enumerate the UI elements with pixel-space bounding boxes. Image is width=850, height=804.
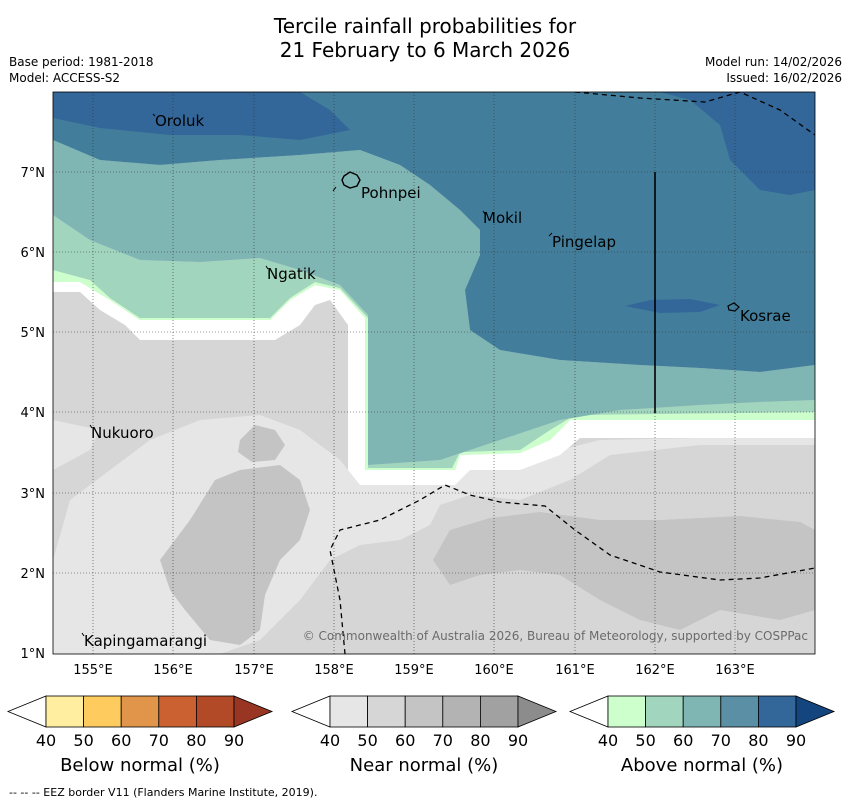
place-label-nukuoro: Nukuoro bbox=[91, 424, 154, 442]
above-normal-50-region bbox=[53, 215, 815, 468]
near-normal-60-region-3 bbox=[238, 425, 285, 462]
issued-date: Issued: 16/02/2026 bbox=[726, 71, 842, 85]
near-normal-colorbar-segment bbox=[479, 695, 519, 728]
near-normal-colorbar-segment bbox=[329, 695, 368, 728]
near-normal-colorbar-segment bbox=[404, 695, 444, 728]
above-normal-60-region bbox=[53, 140, 815, 465]
lon-label-159: 159°E bbox=[394, 663, 434, 678]
lon-label-160: 160°E bbox=[474, 663, 514, 678]
eez-border bbox=[329, 92, 815, 654]
above-normal-colorbar-segment bbox=[720, 695, 759, 728]
near-normal-colorbar-tick-label: 70 bbox=[433, 731, 453, 750]
below-normal-colorbar-segment bbox=[158, 695, 197, 728]
near-normal-40-region-2 bbox=[53, 420, 100, 470]
place-label-pingelap: Pingelap bbox=[552, 233, 616, 251]
above-normal-70-region bbox=[53, 92, 815, 372]
below-normal-colorbar-tick-label: 60 bbox=[111, 731, 131, 750]
below-normal-colorbar-tick-label: 40 bbox=[36, 731, 56, 750]
below-normal-colorbar-tick-label: 50 bbox=[73, 731, 93, 750]
below-normal-colorbar-min-arrow bbox=[6, 695, 47, 728]
above-normal-colorbar-segment bbox=[607, 695, 646, 728]
model-name: Model: ACCESS-S2 bbox=[9, 71, 121, 85]
near-normal-colorbar-tick-label: 60 bbox=[395, 731, 415, 750]
above-normal-colorbar-segment bbox=[645, 695, 684, 728]
above-normal-colorbar-segment bbox=[758, 695, 797, 728]
above-normal-colorbar-tick-label: 90 bbox=[786, 731, 806, 750]
lat-label-1: 1°N bbox=[21, 647, 46, 662]
below-normal-colorbar-tick-label: 80 bbox=[186, 731, 206, 750]
near-normal-60-region-2 bbox=[433, 512, 815, 630]
near-normal-colorbar-tick-label: 40 bbox=[320, 731, 340, 750]
below-normal-colorbar-segment bbox=[195, 695, 235, 728]
above-normal-colorbar-tick-label: 80 bbox=[748, 731, 768, 750]
below-normal-legend-label: Below normal (%) bbox=[60, 755, 220, 776]
above-normal-40-region bbox=[53, 270, 815, 470]
lon-label-163: 163°E bbox=[715, 663, 755, 678]
rainfall-probability-field: Oroluk Pohnpei Mokil Pingelap Ngatik Kos… bbox=[53, 92, 815, 654]
below-normal-colorbar-tick-label: 90 bbox=[224, 731, 244, 750]
lat-label-5: 5°N bbox=[21, 326, 46, 341]
above-normal-colorbar-segment bbox=[682, 695, 722, 728]
above-normal-80-region bbox=[660, 92, 815, 195]
lon-label-162: 162°E bbox=[635, 663, 675, 678]
lon-label-157: 157°E bbox=[234, 663, 274, 678]
lon-label-156: 156°E bbox=[153, 663, 193, 678]
lon-label-155: 155°E bbox=[73, 663, 113, 678]
lat-label-4: 4°N bbox=[21, 406, 46, 421]
eez-footer-note: -- -- -- EEZ border V11 (Flanders Marine… bbox=[9, 786, 318, 799]
near-normal-colorbar-min-arrow bbox=[290, 695, 331, 728]
lon-label-161: 161°E bbox=[555, 663, 595, 678]
above-normal-colorbar-tick-label: 40 bbox=[598, 731, 618, 750]
above-normal-80-region-2 bbox=[53, 92, 350, 140]
above-normal-colorbar-max-arrow bbox=[795, 695, 836, 728]
place-label-kosrae: Kosrae bbox=[740, 307, 791, 325]
near-normal-colorbar-segment bbox=[442, 695, 481, 728]
below-normal-colorbar-segment bbox=[83, 695, 122, 728]
place-label-mokil: Mokil bbox=[483, 209, 522, 227]
near-normal-colorbar-tick-label: 90 bbox=[508, 731, 528, 750]
base-period: Base period: 1981-2018 bbox=[9, 55, 154, 69]
copyright-notice: © Commonwealth of Australia 2026, Bureau… bbox=[303, 629, 808, 643]
place-label-oroluk: Oroluk bbox=[155, 112, 204, 130]
below-normal-colorbar-segment bbox=[120, 695, 160, 728]
above-normal-colorbar-tick-label: 60 bbox=[673, 731, 693, 750]
map-title-line2: 21 February to 6 March 2026 bbox=[279, 38, 571, 62]
near-normal-colorbar-tick-label: 80 bbox=[470, 731, 490, 750]
above-normal-colorbar-min-arrow bbox=[568, 695, 609, 728]
place-label-kapingamarangi: Kapingamarangi bbox=[84, 632, 207, 650]
colorbar-legends: 40 50 60 70 80 90 40 50 60 70 80 90 40 50 60 70 80 90 bbox=[6, 695, 836, 750]
grid-lines bbox=[53, 92, 815, 654]
below-normal-colorbar-max-arrow bbox=[233, 695, 274, 728]
near-normal-60-region bbox=[160, 465, 310, 645]
place-label-pohnpei: Pohnpei bbox=[361, 184, 421, 202]
map-frame bbox=[52, 91, 816, 655]
above-normal-colorbar-tick-label: 50 bbox=[635, 731, 655, 750]
lat-label-7: 7°N bbox=[21, 166, 46, 181]
below-normal-colorbar-segment bbox=[45, 695, 84, 728]
lat-label-6: 6°N bbox=[21, 246, 46, 261]
lat-label-3: 3°N bbox=[21, 487, 46, 502]
below-normal-colorbar-tick-label: 70 bbox=[149, 731, 169, 750]
model-run: Model run: 14/02/2026 bbox=[704, 55, 842, 69]
place-label-ngatik: Ngatik bbox=[267, 265, 316, 283]
map-title-line1: Tercile rainfall probabilities for bbox=[273, 14, 577, 38]
atoll-markers bbox=[81, 113, 553, 637]
lat-label-2: 2°N bbox=[21, 567, 46, 582]
pohnpei-island-outline bbox=[341, 171, 361, 189]
above-normal-colorbar-tick-label: 70 bbox=[711, 731, 731, 750]
no-dominant-category-strip bbox=[53, 282, 815, 485]
above-normal-legend-label: Above normal (%) bbox=[620, 755, 784, 776]
near-normal-colorbar-max-arrow bbox=[517, 695, 558, 728]
above-normal-80-spot bbox=[625, 299, 720, 313]
near-normal-colorbar-tick-label: 50 bbox=[357, 731, 377, 750]
kosrae-island-outline bbox=[727, 302, 740, 312]
near-normal-colorbar-segment bbox=[367, 695, 406, 728]
near-normal-legend-label: Near normal (%) bbox=[349, 755, 499, 776]
lon-label-158: 158°E bbox=[314, 663, 354, 678]
